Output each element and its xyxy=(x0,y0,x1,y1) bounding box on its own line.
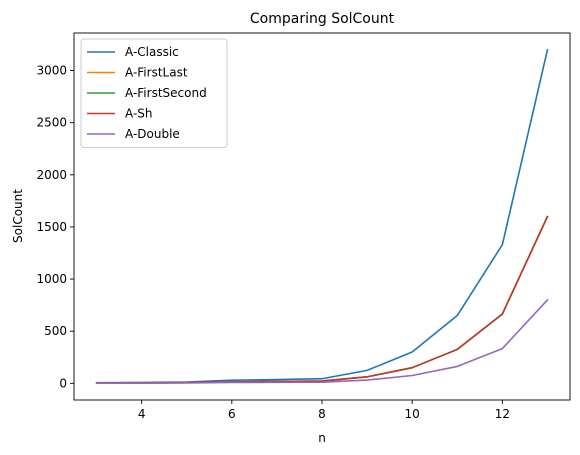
y-tick-label: 2000 xyxy=(36,168,67,182)
plot-area xyxy=(73,32,571,401)
y-tick-label: 0 xyxy=(59,376,67,390)
x-tick-label: 8 xyxy=(318,407,326,421)
legend-label: A-FirstLast xyxy=(125,66,188,80)
y-tick-label: 1500 xyxy=(36,220,67,234)
y-tick-label: 3000 xyxy=(36,64,67,78)
x-tick-label: 4 xyxy=(138,407,146,421)
legend-label: A-Sh xyxy=(125,107,153,121)
y-axis: 0 500 1000 1500 2000 2500 3000 xyxy=(36,64,74,390)
legend: A-Classic A-FirstLast A-FirstSecond A-Sh A-D… xyxy=(80,38,228,148)
x-tick-label: 6 xyxy=(228,407,236,421)
legend-label: A-FirstSecond xyxy=(125,86,207,100)
x-tick-label: 10 xyxy=(405,407,420,421)
x-tick-label: 12 xyxy=(495,407,510,421)
legend-label: A-Classic xyxy=(125,45,179,59)
legend-box xyxy=(80,38,228,148)
x-axis-label: n xyxy=(318,431,326,445)
y-axis-label: SolCount xyxy=(11,189,25,243)
y-tick-label: 2500 xyxy=(36,116,67,130)
y-tick-label: 500 xyxy=(44,324,67,338)
y-tick-label: 1000 xyxy=(36,272,67,286)
x-axis: 4 6 8 10 12 xyxy=(138,400,510,421)
series-line-a-double xyxy=(95,299,549,384)
chart-title: Comparing SolCount xyxy=(250,11,395,27)
legend-label: A-Double xyxy=(125,127,180,141)
